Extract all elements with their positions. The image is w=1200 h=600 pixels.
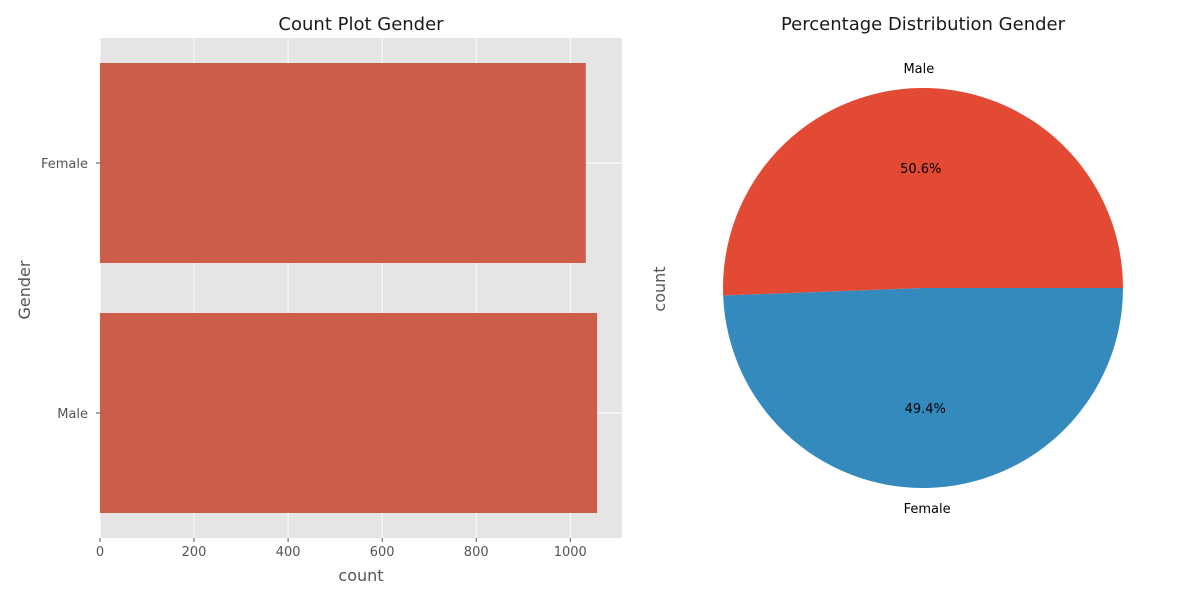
pie-chart-title: Percentage Distribution Gender — [781, 14, 1066, 35]
bar-y-tick-label: Female — [41, 157, 88, 172]
bar-x-tick-label: 0 — [96, 545, 104, 560]
bar-marks — [100, 63, 598, 513]
bar-x-tick-label: 800 — [464, 545, 489, 560]
pie-slice-label: Female — [904, 502, 951, 517]
bar-chart-title: Count Plot Gender — [278, 14, 444, 35]
bar-x-tick-label: 1000 — [554, 545, 587, 560]
bar-y-tick-label: Male — [57, 407, 88, 422]
bar-y-ticks: Female Male — [41, 157, 100, 422]
pie-y-axis-label: count — [650, 266, 669, 311]
pie-percent-label: 50.6% — [900, 162, 941, 177]
bar-female — [100, 63, 586, 263]
bar-male — [100, 313, 598, 513]
bar-y-axis-label: Gender — [15, 260, 34, 319]
bar-x-axis-label: count — [338, 566, 383, 585]
bar-x-ticks: 0 200 400 600 800 1000 — [96, 538, 587, 560]
bar-x-tick-label: 200 — [182, 545, 207, 560]
pie-slice-female — [723, 288, 1123, 489]
bar-x-tick-label: 600 — [370, 545, 395, 560]
bar-chart: 0 200 400 600 800 1000 Female Male Count Plot … — [15, 14, 622, 585]
bar-x-tick-label: 400 — [276, 545, 301, 560]
pie-percent-label: 49.4% — [905, 402, 946, 417]
pie-marks: Male 50.6% Female 49.4% — [723, 62, 1123, 517]
pie-slice-label: Male — [903, 62, 934, 77]
pie-chart: Percentage Distribution Gender count Mal… — [650, 14, 1123, 517]
pie-slice-male — [723, 88, 1123, 296]
